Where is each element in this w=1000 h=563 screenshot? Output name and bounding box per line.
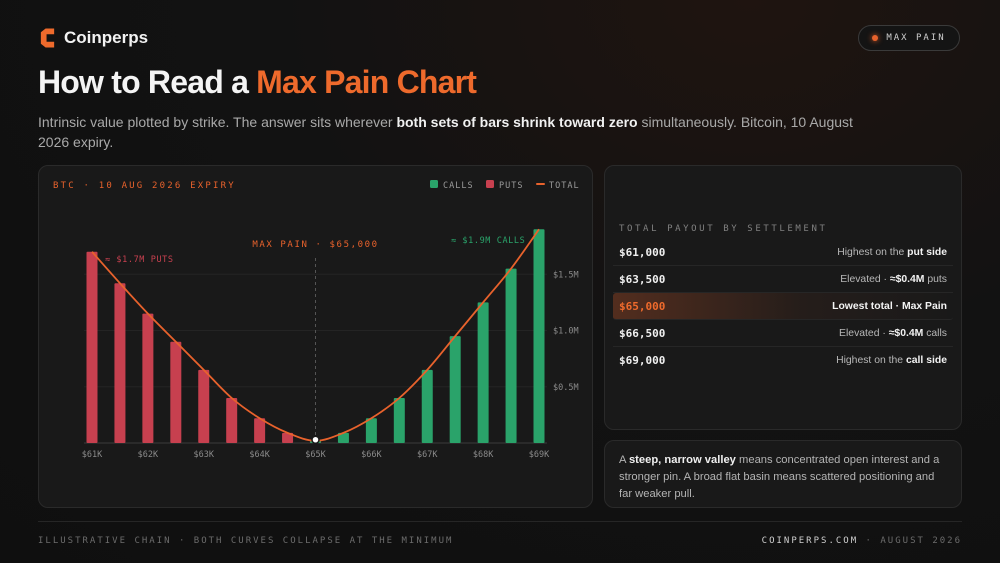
max-pain-point: [311, 435, 320, 444]
table-row: $63,500 Elevated · ≈$0.4M puts: [613, 266, 953, 293]
y-tick-label: $0.5M: [553, 383, 579, 393]
note-post: means concentrated open interest and a s…: [619, 454, 940, 500]
subtitle-pre: Intrinsic value plotted by strike. The a…: [38, 114, 397, 130]
row-description: Lowest total · Max Pain: [832, 301, 947, 312]
bar-call: [505, 268, 517, 443]
x-tick-label: $69K: [529, 450, 550, 460]
payout-table-panel: TOTAL PAYOUT BY SETTLEMENT $61,000 Highe…: [604, 165, 962, 430]
row-strike: $61,000: [619, 245, 666, 259]
row-desc-pre: Lowest total · Max Pain: [832, 300, 947, 312]
footer-right: COINPERPS.COM · AUGUST 2026: [762, 536, 962, 546]
page-subtitle: Intrinsic value plotted by strike. The a…: [38, 112, 868, 152]
bar-call: [337, 432, 349, 443]
row-strike: $65,000: [619, 299, 666, 313]
legend-swatch-total: [536, 183, 545, 185]
note-panel: A steep, narrow valley means concentrate…: [604, 440, 962, 508]
row-desc-pre: Highest on the: [837, 246, 908, 258]
row-description: Highest on the put side: [837, 247, 947, 258]
x-tick-label: $63K: [194, 450, 215, 460]
row-desc-bold: call side: [905, 355, 947, 366]
footer-separator: ·: [858, 536, 881, 546]
brand-name: Coinperps: [64, 28, 149, 47]
footer-site-link[interactable]: COINPERPS.COM: [761, 536, 859, 546]
bar-put: [142, 313, 154, 443]
row-desc-bold: ≈$0.4M: [888, 327, 924, 339]
row-strike: $63,500: [619, 272, 666, 286]
x-tick-label: $61K: [82, 450, 103, 460]
x-tick-label: $68K: [473, 450, 494, 460]
footer-date: AUGUST 2026: [880, 536, 962, 546]
table-heading: TOTAL PAYOUT BY SETTLEMENT: [619, 224, 828, 234]
coinperps-logo-icon: [40, 28, 55, 48]
note-pre: A: [619, 454, 629, 466]
bar-call: [449, 336, 461, 443]
bar-put: [170, 341, 182, 443]
legend-swatch-puts: [486, 180, 494, 188]
row-strike: $66,500: [619, 326, 666, 340]
row-strike: $69,000: [619, 354, 666, 367]
bar-put: [86, 251, 98, 443]
legend-swatch-calls: [430, 180, 438, 188]
subtitle-post: simultaneously. Bitcoin, 10 August 2026 …: [38, 114, 853, 150]
title-lead: How to Read a: [38, 64, 257, 100]
bar-call: [421, 369, 433, 443]
row-description: Elevated · ≈$0.4M puts: [840, 274, 947, 285]
chart-title: BTC · 10 AUG 2026 EXPIRY: [53, 181, 236, 191]
annotation-puts: ≈ $1.7M PUTS: [105, 255, 174, 265]
bar-put: [198, 369, 210, 443]
status-dot-icon: [872, 35, 879, 41]
annotation-calls: ≈ $1.9M CALLS: [451, 236, 525, 246]
x-tick-label: $62K: [138, 450, 159, 460]
bar-call: [533, 229, 545, 443]
max-pain-chart: BTC · 10 AUG 2026 EXPIRY CALLS PUTS TOTAL $0…: [53, 180, 580, 460]
bar-put: [226, 398, 238, 443]
bar-put: [254, 418, 266, 443]
note-bold: steep, narrow valley: [628, 454, 736, 466]
legend-label-puts: PUTS: [499, 181, 523, 191]
legend-label-calls: CALLS: [443, 181, 474, 191]
x-tick-label: $64K: [249, 450, 270, 460]
row-description: Highest on the call side: [836, 355, 947, 366]
x-tick-label: $65K: [305, 450, 326, 460]
max-pain-label: MAX PAIN · $65,000: [252, 240, 378, 250]
row-desc-post: puts: [924, 273, 947, 285]
row-desc-pre: Highest on the: [836, 355, 906, 366]
chart-panel: BTC · 10 AUG 2026 EXPIRY CALLS PUTS TOTAL $0…: [38, 165, 593, 508]
x-tick-label: $67K: [417, 450, 438, 460]
x-tick-label: $66K: [361, 450, 382, 460]
footer-divider: [38, 521, 962, 522]
bar-call: [393, 398, 405, 443]
footer-caption: ILLUSTRATIVE CHAIN · BOTH CURVES COLLAPS…: [38, 536, 454, 546]
subtitle-bold: both sets of bars shrink toward zero: [396, 114, 638, 130]
table-row: $69,000 Highest on the call side: [613, 347, 953, 374]
bar-call: [477, 302, 489, 443]
title-accent: Max Pain Chart: [256, 64, 477, 100]
row-desc-pre: Elevated ·: [839, 327, 889, 339]
table-row: $66,500 Elevated · ≈$0.4M calls: [613, 320, 953, 347]
legend-label-total: TOTAL: [549, 181, 580, 191]
row-description: Elevated · ≈$0.4M calls: [839, 328, 947, 339]
row-desc-bold: ≈$0.4M: [889, 273, 925, 285]
payout-table: $61,000 Highest on the put side $63,500 …: [613, 239, 953, 374]
table-row-max-pain: $65,000 Lowest total · Max Pain: [613, 293, 953, 320]
bar-call: [365, 418, 377, 443]
table-row: $61,000 Highest on the put side: [613, 239, 953, 266]
row-desc-bold: put side: [907, 246, 947, 258]
page-title: How to Read a Max Pain Chart: [38, 64, 477, 101]
row-desc-pre: Elevated ·: [840, 273, 890, 285]
badge-label: MAX PAIN: [886, 33, 946, 43]
y-tick-label: $1.0M: [553, 327, 579, 337]
bar-put: [282, 432, 294, 443]
bar-put: [114, 283, 126, 443]
row-desc-post: calls: [923, 327, 947, 339]
y-tick-label: $1.5M: [553, 270, 579, 280]
brand: Coinperps: [38, 28, 148, 48]
max-pain-badge: MAX PAIN: [858, 25, 960, 51]
